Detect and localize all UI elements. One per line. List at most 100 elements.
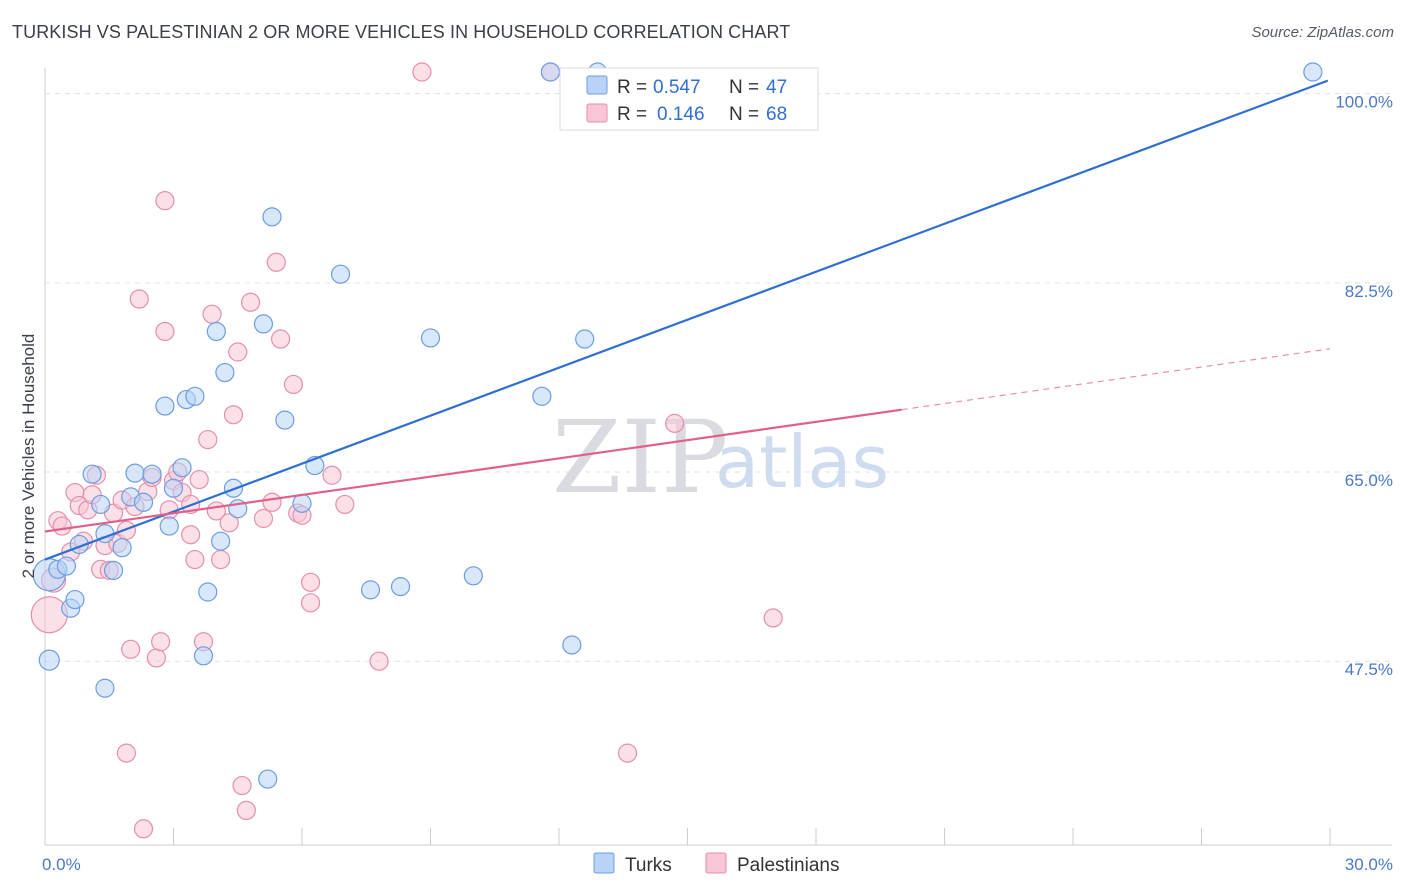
turks-trend-line [44,79,1329,561]
legend: R = 0.547 N = 47 R = 0.146 N = 68 [559,67,819,131]
x-tick-labels: 0.0% 30.0% [42,855,1393,874]
legend-n-label-turks: N = [729,77,759,98]
chart-title: TURKISH VS PALESTINIAN 2 OR MORE VEHICLE… [12,22,791,42]
legend-r-value-palestinians: 0.146 [657,104,705,125]
x-tick-label: 0.0% [42,855,81,874]
turks-point [575,329,595,349]
turks-point [540,62,561,82]
palestinians-point [369,651,389,671]
palestinians-point [133,819,154,839]
palestinians-point [232,775,252,796]
legend-r-label-turks: R = [617,77,647,98]
palestinians-point [262,492,282,512]
legend-n-label-palestinians: N = [729,104,759,125]
turks-point [91,494,111,515]
palestinians-point [228,342,248,362]
palestinians-point [412,62,432,82]
legend-r-label-palestinians: R = [617,104,647,125]
turks-point [215,362,235,383]
palestinians-point [121,639,141,659]
y-tick-label: 100.0% [1335,93,1393,112]
turks-point [65,589,85,610]
palestinians-point [283,374,304,395]
turks-point [155,396,175,416]
grid-lines [45,93,1392,662]
palestinians-point [236,800,256,821]
turks-point [360,580,381,600]
turks-point [142,464,162,484]
palestinians-point [266,252,286,272]
palestinians-point [763,608,783,628]
turks-point [275,410,295,430]
turks-point [532,386,552,406]
palestinians-point [116,743,136,763]
palestinians-trend-line-extension [901,348,1331,411]
palestinians-point [202,304,222,324]
legend-n-value-palestinians: 68 [766,104,787,125]
palestinians-point [253,508,274,529]
turks-point [185,386,205,406]
palestinians-point [155,191,175,211]
palestinians-point [146,648,166,668]
turks-point [82,464,102,484]
turks-point [1303,62,1323,82]
palestinians-trend-line [44,408,902,533]
turks-point [193,646,214,666]
turks-point [112,538,132,558]
watermark-atlas: atlas [715,420,889,504]
watermark-zip: ZIP [552,399,728,516]
y-tick-label: 82.5% [1345,282,1393,301]
palestinians-point [300,593,321,613]
legend-n-value-turks: 47 [766,77,787,98]
turks-point [172,458,192,478]
bottom-legend-label-palestinians: Palestinians [737,855,839,876]
palestinians-point [52,516,72,536]
legend-swatch-turks [586,75,608,95]
legend-swatch-palestinians [586,103,608,123]
turks-point [262,207,282,227]
bottom-legend-swatch-palestinians [705,852,727,874]
turks-point [463,566,483,586]
turks-point [292,493,312,513]
bottom-legend: Turks Palestinians [593,852,839,876]
turks-point [211,531,231,551]
bottom-legend-label-turks: Turks [625,855,672,876]
y-tick-label: 47.5% [1345,660,1393,679]
turks-points [32,62,1323,789]
turks-point [206,321,226,342]
palestinians-point [198,429,218,450]
palestinians-point [151,632,171,652]
palestinians-point [335,494,355,515]
palestinians-point [155,321,175,342]
palestinians-point [189,469,209,490]
turks-point [198,582,218,602]
turks-point [133,492,154,512]
turks-point [125,463,145,483]
turks-point [163,478,184,498]
legend-r-value-turks: 0.547 [653,77,701,98]
palestinians-point [211,549,231,570]
palestinians-point [617,743,638,763]
turks-point [420,328,441,348]
x-tick-label: 30.0% [1345,855,1393,874]
palestinians-point [270,329,291,349]
axes [44,68,1392,846]
palestinians-point [300,572,321,592]
turks-point [95,678,115,698]
turks-point [330,264,351,284]
palestinians-point [30,596,68,634]
chart-source: Source: ZipAtlas.com [1251,24,1394,41]
turks-point [258,769,278,789]
turks-point [38,649,60,671]
y-axis-label: 2 or more Vehicles in Household [19,334,38,579]
bottom-legend-swatch-turks [593,852,615,874]
y-tick-labels: 47.5% 65.0% 82.5% 100.0% [1335,93,1393,680]
turks-point [390,577,411,597]
palestinians-point [181,525,201,545]
palestinians-point [322,465,342,485]
palestinians-point [223,405,244,425]
watermark: ZIP atlas [552,399,889,516]
turks-point [253,314,274,334]
palestinians-point [129,289,149,309]
